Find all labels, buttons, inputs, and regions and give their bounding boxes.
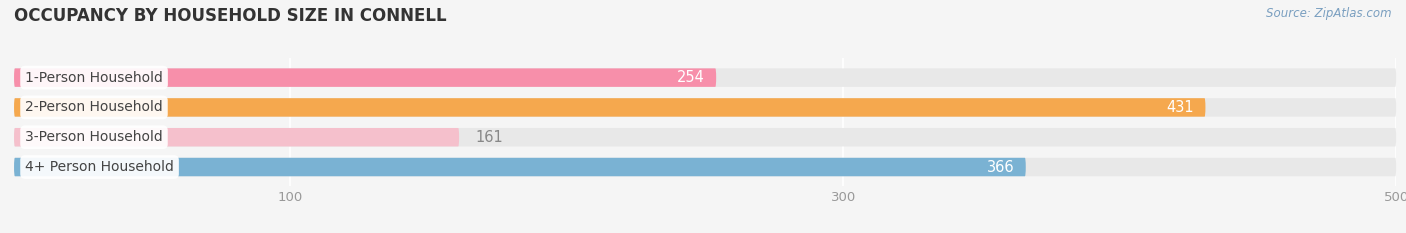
FancyBboxPatch shape: [14, 98, 1205, 117]
FancyBboxPatch shape: [14, 128, 460, 147]
FancyBboxPatch shape: [14, 128, 1396, 147]
Text: 366: 366: [987, 160, 1015, 175]
Text: 431: 431: [1167, 100, 1194, 115]
Text: 2-Person Household: 2-Person Household: [25, 100, 163, 114]
FancyBboxPatch shape: [14, 98, 1396, 117]
FancyBboxPatch shape: [14, 68, 1396, 87]
Text: 254: 254: [678, 70, 704, 85]
FancyBboxPatch shape: [14, 68, 716, 87]
Text: 161: 161: [475, 130, 503, 145]
Text: 4+ Person Household: 4+ Person Household: [25, 160, 174, 174]
FancyBboxPatch shape: [14, 158, 1396, 176]
FancyBboxPatch shape: [14, 158, 1026, 176]
Text: 3-Person Household: 3-Person Household: [25, 130, 163, 144]
Text: Source: ZipAtlas.com: Source: ZipAtlas.com: [1267, 7, 1392, 20]
Text: 1-Person Household: 1-Person Household: [25, 71, 163, 85]
Text: OCCUPANCY BY HOUSEHOLD SIZE IN CONNELL: OCCUPANCY BY HOUSEHOLD SIZE IN CONNELL: [14, 7, 447, 25]
